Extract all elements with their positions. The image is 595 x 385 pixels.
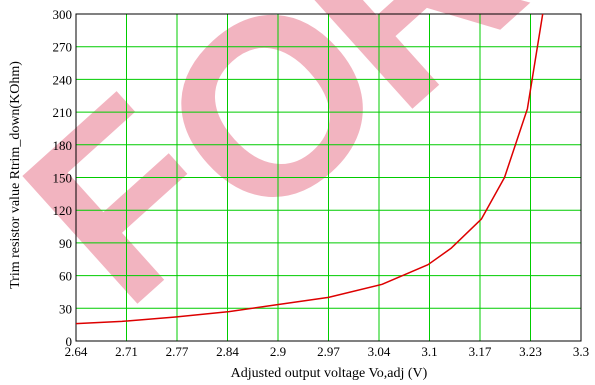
x-axis-title: Adjusted output voltage Vo,adj (V) bbox=[231, 366, 428, 381]
y-tick-label: 30 bbox=[59, 301, 72, 316]
plot-frame bbox=[75, 13, 582, 342]
series-group bbox=[75, 13, 544, 325]
x-tick-label: 2.64 bbox=[65, 344, 88, 359]
y-tick-label: 210 bbox=[53, 105, 73, 120]
x-tick-label: 2.97 bbox=[317, 344, 340, 359]
y-tick-label: 240 bbox=[53, 72, 73, 87]
x-tick-labels: 2.64 2.71 2.77 2.84 2.9 2.97 3.04 3.1 3.17 3.23 3.… bbox=[65, 344, 590, 359]
y-tick-label: 0 bbox=[66, 334, 73, 349]
x-tick-label: 3.1 bbox=[421, 344, 437, 359]
y-tick-label: 60 bbox=[59, 269, 72, 284]
y-tick-label: 90 bbox=[59, 236, 72, 251]
y-tick-label: 120 bbox=[53, 203, 73, 218]
series-line-0 bbox=[75, 13, 544, 325]
y-tick-labels: 0 30 60 90 120 150 180 210 240 270 300 bbox=[53, 7, 73, 349]
y-axis-title: Trim resistor value Rtrim_down(KOhm) bbox=[8, 61, 23, 289]
y-tick-label: 300 bbox=[53, 7, 73, 22]
x-tick-label: 2.71 bbox=[115, 344, 138, 359]
x-tick-label: 3.3 bbox=[573, 344, 589, 359]
y-tick-label: 270 bbox=[53, 40, 73, 55]
x-tick-label: 3.04 bbox=[368, 344, 391, 359]
x-tick-label: 3.23 bbox=[519, 344, 542, 359]
x-tick-label: 2.84 bbox=[216, 344, 239, 359]
y-tick-label: 150 bbox=[53, 171, 73, 186]
y-tick-label: 180 bbox=[53, 138, 73, 153]
x-tick-label: 2.77 bbox=[166, 344, 189, 359]
x-tick-label: 2.9 bbox=[270, 344, 286, 359]
x-tick-label: 3.17 bbox=[469, 344, 492, 359]
